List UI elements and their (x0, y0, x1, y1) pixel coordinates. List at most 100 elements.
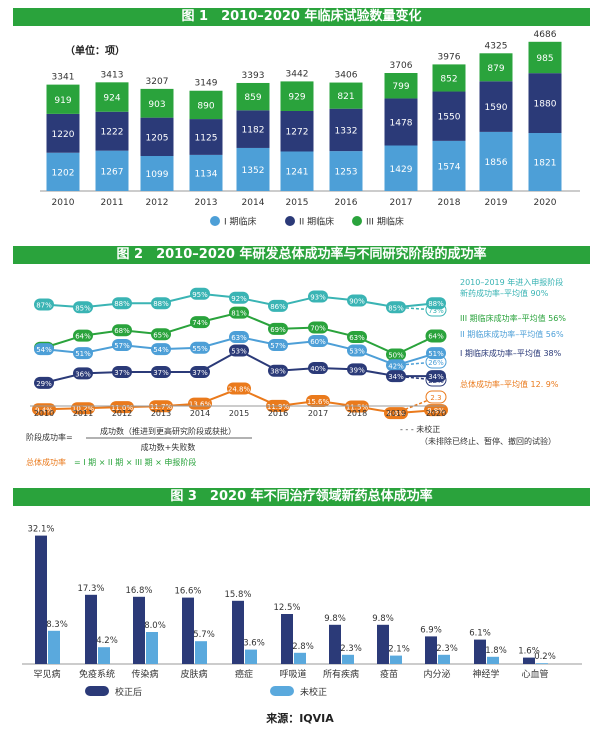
x-tick-label: 疫苗 (380, 668, 398, 680)
bar (487, 656, 499, 664)
point-label: 51% (75, 350, 91, 358)
bar-value-label: 32.1% (27, 525, 54, 535)
bar-value-label: 5.7% (193, 630, 215, 640)
point-label: 85% (75, 304, 91, 312)
total-label: 3406 (335, 71, 358, 81)
point-label: 11.5% (346, 403, 369, 411)
bar-value-label: 2.3% (340, 644, 362, 654)
point-pill (190, 341, 210, 354)
point-label: 38% (270, 368, 286, 376)
bar-segment (95, 150, 129, 191)
bar-segment (140, 117, 174, 157)
point-label: 65% (153, 331, 169, 339)
point-label: 37% (153, 369, 169, 377)
bar (146, 632, 158, 664)
legend-dot (285, 216, 295, 226)
bar-segment (236, 82, 270, 111)
legend-dot (210, 216, 220, 226)
point-label: 55% (192, 345, 208, 353)
point-label: 88% (114, 300, 130, 308)
bar-segment (384, 73, 418, 99)
formula-overall-label: 总体成功率 (26, 457, 66, 467)
point-label: 68% (114, 327, 130, 335)
legend-swatch (85, 686, 109, 696)
chart3-title: 图 3 2020 年不同治疗领域新药总体成功率 (13, 488, 590, 506)
total-label: 3341 (52, 73, 75, 83)
segment-label: 924 (103, 94, 120, 104)
chart1-title: 图 1 2010–2020 年临床试验数量变化 (13, 8, 590, 26)
x-tick-label: 2011 (101, 198, 124, 208)
legend-label: 校正后 (115, 686, 142, 698)
x-tick-label: 2014 (242, 198, 265, 208)
bar-value-label: 0.2% (534, 652, 556, 662)
bar-value-label: 9.8% (372, 614, 394, 624)
bar (523, 657, 535, 664)
bar-segment (432, 91, 466, 141)
series-line (43, 335, 397, 367)
point-pill (112, 297, 132, 310)
unadjusted-pill (425, 390, 447, 404)
x-tick-label: 2014 (190, 409, 210, 418)
point-pill (426, 329, 446, 342)
bar (245, 649, 257, 664)
point-label: 81% (231, 310, 247, 318)
point-label: 34% (428, 373, 444, 381)
bar-segment (236, 110, 270, 148)
bar-value-label: 16.6% (174, 587, 201, 597)
bar-segment (46, 84, 80, 114)
bar (329, 624, 341, 664)
bar-segment (329, 82, 363, 109)
bar-segment (236, 147, 270, 191)
total-label: 4325 (485, 41, 508, 51)
point-pill (73, 301, 93, 314)
total-label: 4686 (534, 30, 557, 40)
segment-label: 1574 (438, 162, 461, 172)
segment-label: 919 (54, 96, 71, 106)
point-label: 74% (192, 319, 208, 327)
bar (474, 639, 486, 664)
point-pill (110, 401, 134, 414)
bar-segment (329, 108, 363, 152)
bar-segment (95, 82, 129, 112)
bar (281, 614, 293, 664)
bar-value-label: 15.8% (224, 590, 251, 600)
point-label: 54% (36, 346, 52, 354)
point-label: 37% (192, 369, 208, 377)
bar-value-label: 1.8% (485, 646, 507, 656)
point-label: 11.9% (267, 403, 290, 411)
bar-segment (280, 110, 314, 152)
point-label: 57% (114, 342, 130, 350)
point-label: 95% (192, 291, 208, 299)
total-label: 3149 (195, 79, 218, 89)
bar (438, 654, 450, 664)
point-label: 88% (428, 300, 444, 308)
point-pill (151, 297, 171, 310)
point-label: 90% (349, 298, 365, 306)
point-label: 13.6% (189, 401, 212, 409)
point-pill (151, 328, 171, 341)
x-tick-label: 2017 (390, 198, 413, 208)
x-tick-label: 所有疾病 (323, 668, 359, 680)
segment-label: 799 (392, 82, 409, 92)
point-label: 64% (428, 333, 444, 341)
formula-denominator: 成功数+失败数 (141, 442, 196, 452)
series-line (43, 311, 397, 356)
segment-label: 1205 (146, 133, 169, 143)
segment-label: 1550 (438, 113, 461, 123)
segment-label: 1182 (242, 126, 265, 136)
point-pill (190, 366, 210, 379)
point-pill (73, 329, 93, 342)
segment-label: 1352 (242, 166, 265, 176)
segment-label: 1253 (335, 168, 358, 178)
bar-segment (189, 119, 223, 155)
point-label: 29% (36, 380, 52, 388)
bar-segment (479, 81, 513, 132)
x-tick-label: 呼吸道 (279, 668, 306, 680)
point-label: 86% (270, 303, 286, 311)
bar-segment (528, 73, 562, 134)
bar (35, 535, 47, 664)
point-pill (73, 347, 93, 360)
legend-label: I 期临床 (224, 216, 257, 228)
segment-label: 1241 (286, 168, 309, 178)
legend-annotation: I 期临床成功率–平均值 38% (460, 348, 562, 358)
